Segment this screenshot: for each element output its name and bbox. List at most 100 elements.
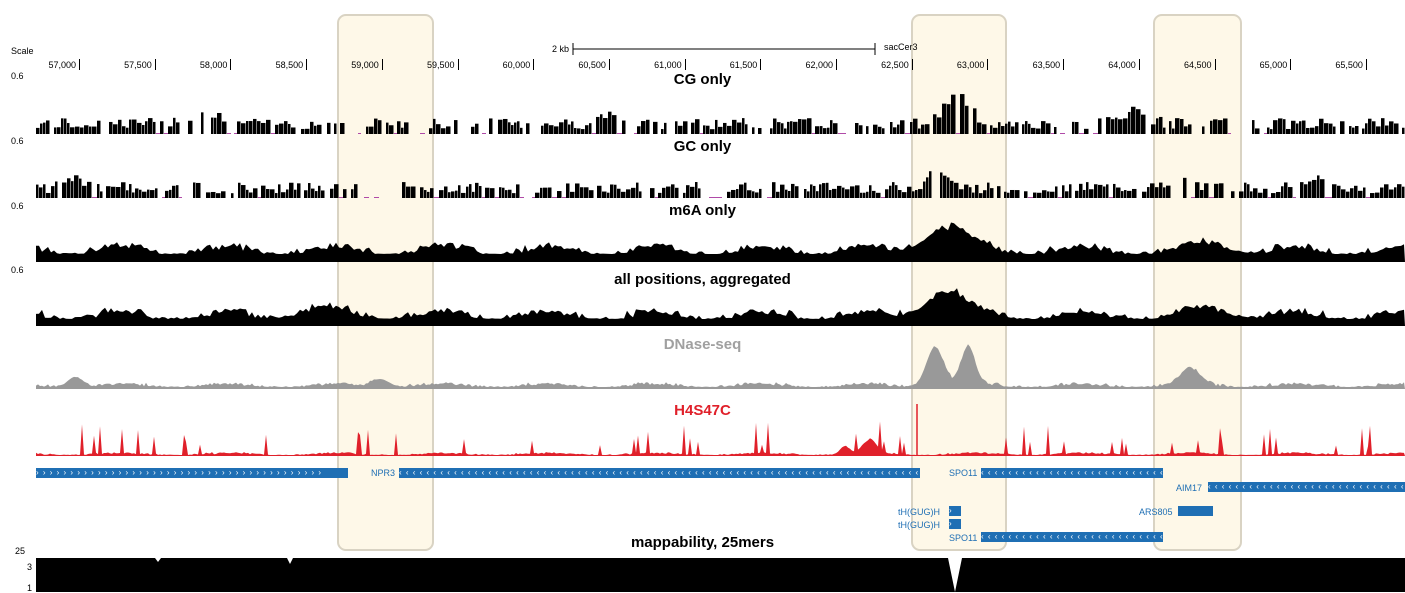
signal-bar xyxy=(275,124,279,134)
signal-bar xyxy=(511,125,514,134)
gene-ars805-label[interactable]: ARS805 xyxy=(1139,507,1173,517)
signal-bar xyxy=(165,190,169,198)
ruler-tick: 65,000 xyxy=(1259,59,1291,70)
gene-trna-1[interactable]: › xyxy=(949,506,961,516)
signal-bar xyxy=(950,180,954,198)
signal-bar xyxy=(135,188,139,198)
signal-bar xyxy=(116,186,121,198)
signal-bar xyxy=(1113,183,1116,198)
signal-baseline xyxy=(1325,197,1328,198)
signal-bar xyxy=(1214,183,1219,198)
signal-bar xyxy=(943,175,947,198)
signal-baseline xyxy=(1268,197,1271,198)
signal-bar xyxy=(1358,190,1363,198)
gene-npr3[interactable]: › › › › › › › › › › › › › › › › › › › › … xyxy=(36,468,348,478)
signal-bar xyxy=(866,126,869,134)
signal-bar xyxy=(1210,120,1213,134)
gene-ars805[interactable] xyxy=(1178,506,1213,516)
dnase-signal-track[interactable] xyxy=(0,332,1405,392)
signal-bar xyxy=(942,103,947,134)
signal-bar xyxy=(1098,184,1103,198)
signal-bar xyxy=(686,185,690,198)
all-positions-signal-track[interactable] xyxy=(0,266,1405,328)
cg-signal-track[interactable] xyxy=(0,74,1405,136)
gene-aim17[interactable]: ‹ ‹ ‹ ‹ ‹ ‹ ‹ ‹ ‹ ‹ ‹ ‹ ‹ ‹ ‹ ‹ ‹ ‹ ‹ ‹ … xyxy=(1208,482,1405,492)
signal-bar xyxy=(508,189,512,198)
signal-bar xyxy=(1355,126,1359,134)
highlight-region-2[interactable] xyxy=(911,14,1007,551)
scale-span-label: 2 kb xyxy=(552,44,570,54)
gene-spo11-b-label[interactable]: SPO11 xyxy=(949,533,978,543)
signal-bar xyxy=(1163,127,1166,134)
gene-spo11-label[interactable]: SPO11 xyxy=(949,468,978,478)
signal-bar xyxy=(960,94,965,134)
gene-spo11[interactable]: ‹ ‹ ‹ ‹ ‹ ‹ ‹ ‹ ‹ ‹ ‹ ‹ ‹ ‹ ‹ ‹ ‹ ‹ ‹ ‹ … xyxy=(981,468,1163,478)
signal-bar xyxy=(1046,123,1051,134)
ruler-tick: 58,500 xyxy=(275,59,307,70)
h4s47c-signal-track[interactable] xyxy=(0,396,1405,460)
highlight-region-3[interactable] xyxy=(1153,14,1242,551)
signal-bar xyxy=(1288,187,1293,198)
signal-bar xyxy=(933,114,937,134)
signal-bar xyxy=(100,191,103,198)
ruler-tick: 61,000 xyxy=(654,59,686,70)
signal-bar xyxy=(585,125,589,134)
signal-baseline xyxy=(179,197,182,198)
signal-bar xyxy=(1106,184,1109,198)
assembly-label: sacCer3 xyxy=(884,42,918,52)
ruler-tick: 63,500 xyxy=(1032,59,1064,70)
signal-bar xyxy=(1267,127,1270,134)
signal-bar xyxy=(972,192,975,198)
gene-trna-1-label[interactable]: tH(GUG)H xyxy=(898,507,940,517)
signal-bar xyxy=(1166,185,1171,198)
signal-bar xyxy=(827,127,830,134)
gene-trna-2[interactable]: › xyxy=(949,519,961,529)
signal-bar xyxy=(305,128,310,134)
signal-bar xyxy=(815,126,820,134)
m6a-signal-track[interactable] xyxy=(0,202,1405,264)
signal-bar xyxy=(1368,118,1372,134)
gene-spo11-b[interactable]: ‹ ‹ ‹ ‹ ‹ ‹ ‹ ‹ ‹ ‹ ‹ ‹ ‹ ‹ ‹ ‹ ‹ ‹ ‹ ‹ … xyxy=(981,532,1163,542)
gene-trna-2-label[interactable]: tH(GUG)H xyxy=(898,520,940,530)
highlight-region-1[interactable] xyxy=(337,14,434,551)
signal-bar xyxy=(816,191,819,198)
signal-bar xyxy=(286,189,289,198)
signal-bar xyxy=(97,184,100,198)
signal-bar xyxy=(1163,187,1166,198)
mappability-signal-track[interactable] xyxy=(0,556,1405,592)
signal-bar xyxy=(574,128,577,134)
signal-bar xyxy=(787,121,790,134)
signal-baseline xyxy=(592,133,596,134)
gc-signal-track[interactable] xyxy=(0,138,1405,200)
signal-bar xyxy=(1304,184,1308,198)
signal-bar xyxy=(211,117,214,134)
signal-bar xyxy=(284,121,288,134)
signal-baseline xyxy=(258,197,261,198)
signal-baseline xyxy=(1293,197,1296,198)
signal-bar xyxy=(737,122,742,134)
signal-bar xyxy=(1103,186,1106,198)
signal-bar xyxy=(1084,128,1089,134)
signal-bar xyxy=(217,112,222,134)
signal-bar xyxy=(890,122,893,134)
gene-aim17-label[interactable]: AIM17 xyxy=(1176,483,1203,493)
signal-bar xyxy=(206,192,211,198)
signal-bar xyxy=(340,123,345,134)
signal-bar xyxy=(475,123,479,134)
ruler-tick: 59,000 xyxy=(351,59,383,70)
gene-npr3-body[interactable]: ‹ ‹ ‹ ‹ ‹ ‹ ‹ ‹ ‹ ‹ ‹ ‹ ‹ ‹ ‹ ‹ ‹ ‹ ‹ ‹ … xyxy=(399,468,920,478)
signal-bar xyxy=(802,119,807,134)
signal-bar xyxy=(1079,183,1083,198)
signal-bar xyxy=(80,127,84,134)
signal-bar xyxy=(147,189,150,198)
signal-baseline xyxy=(1366,197,1370,198)
signal-bar xyxy=(1244,182,1247,198)
signal-bar xyxy=(1346,191,1350,198)
signal-bar xyxy=(845,189,850,198)
signal-bar xyxy=(1004,191,1007,198)
signal-bar xyxy=(732,119,737,134)
signal-bar xyxy=(1127,190,1132,198)
gene-npr3-label[interactable]: NPR3 xyxy=(371,468,396,478)
signal-bar xyxy=(897,124,900,134)
ruler-tick: 57,000 xyxy=(48,59,80,70)
